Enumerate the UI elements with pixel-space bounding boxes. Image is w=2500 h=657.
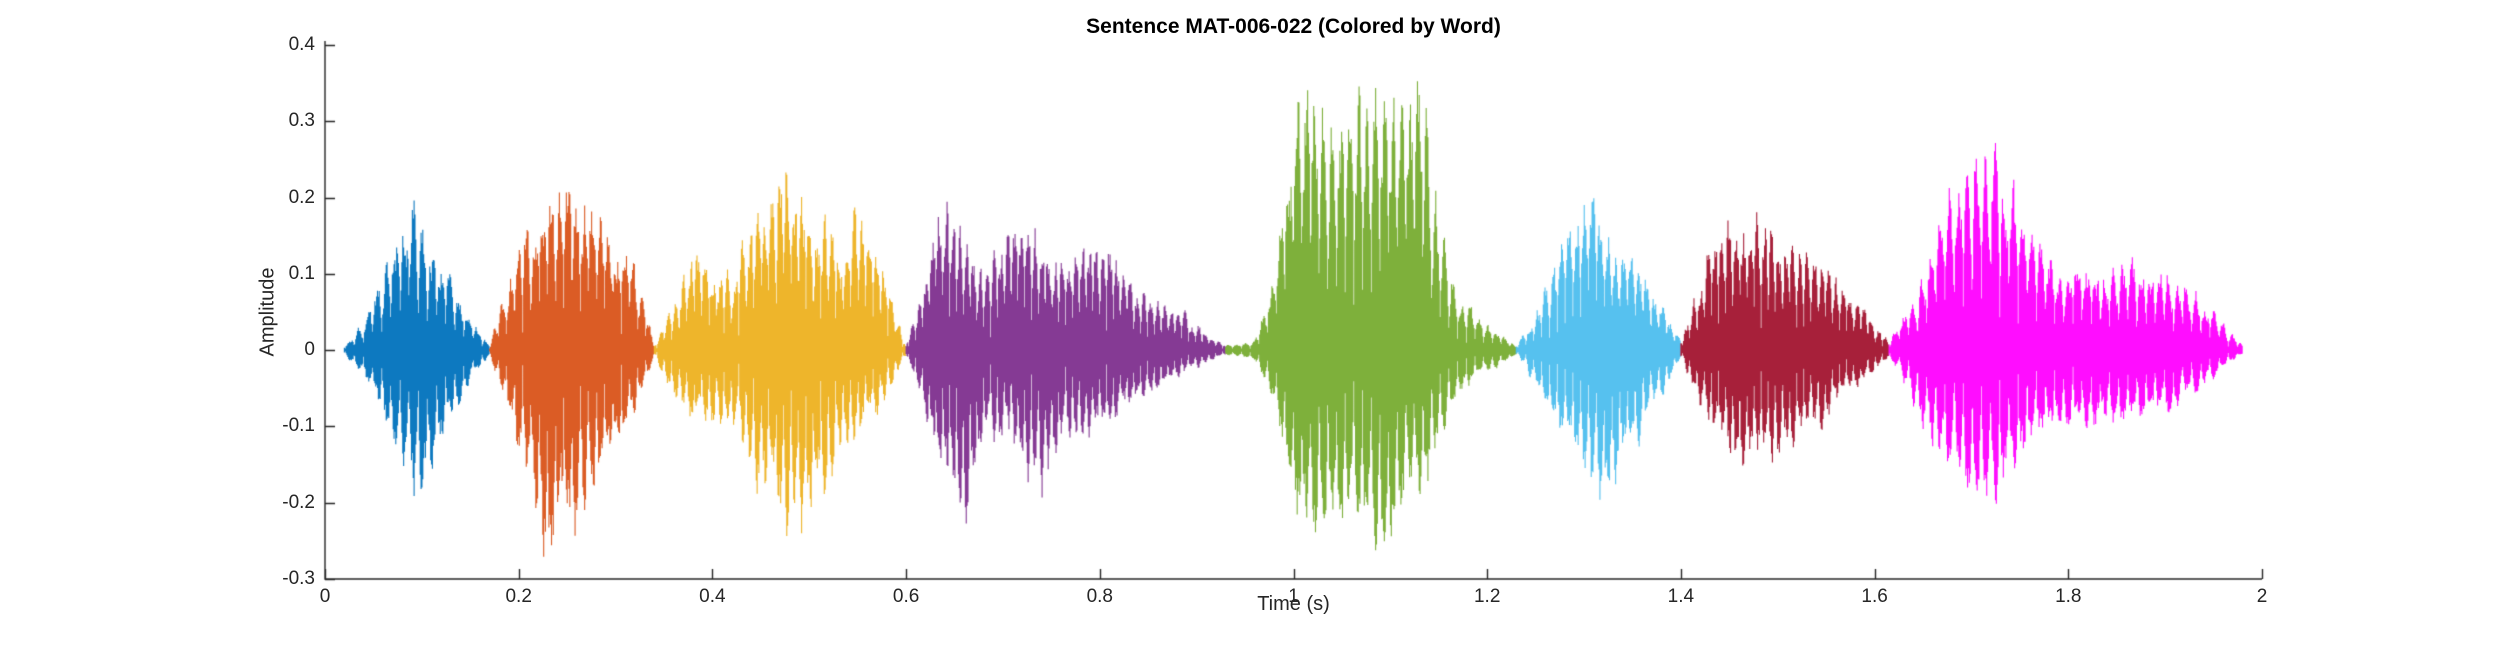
y-tick-label: -0.1: [282, 415, 315, 437]
x-tick-label: 1.4: [1667, 586, 1695, 607]
y-tick-label: 0.2: [288, 186, 315, 208]
y-tick-label: 0.3: [288, 110, 315, 132]
x-tick-label: 1.6: [1861, 586, 1888, 607]
y-tick-label: 0.1: [288, 262, 315, 284]
x-axis-label: Time (s): [1257, 593, 1330, 615]
y-tick-label: -0.2: [282, 491, 315, 513]
x-tick-label: 1.2: [1473, 586, 1501, 607]
x-tick-label: 0.2: [505, 586, 532, 607]
x-tick-label: 2: [2256, 586, 2268, 607]
x-tick-label: 1: [1288, 586, 1299, 607]
y-tick-label: -0.3: [282, 568, 315, 589]
x-tick-label: 0: [319, 586, 331, 607]
y-tick-label: 0.4: [288, 34, 315, 55]
x-tick-label: 1.8: [2055, 586, 2082, 607]
y-tick-label: 0: [304, 339, 315, 361]
x-tick-label: 0.8: [1086, 586, 1113, 607]
chart-title: Sentence MAT-006-022 (Colored by Word): [1086, 15, 1501, 38]
x-tick-label: 0.6: [892, 586, 920, 607]
x-tick-label: 0.4: [699, 586, 726, 607]
